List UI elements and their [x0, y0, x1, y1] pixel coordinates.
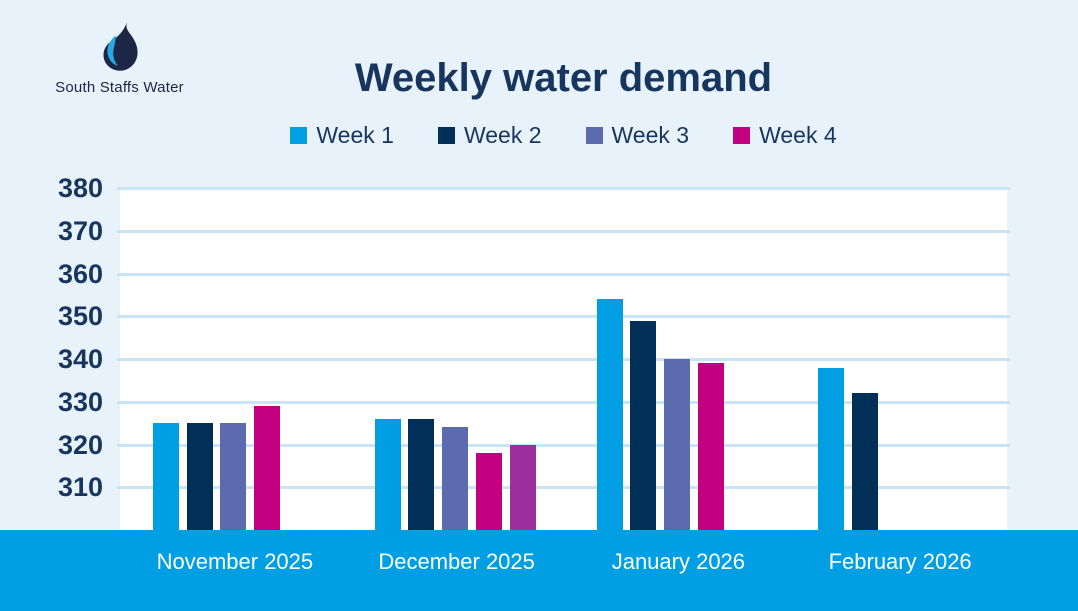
legend-item-week-2: Week 2	[437, 122, 542, 149]
gridline-320	[117, 443, 1010, 447]
x-category-label-january-2026: January 2026	[611, 549, 746, 574]
bar-week-2-january-2026	[630, 320, 657, 530]
legend-item-week-3: Week 3	[585, 122, 690, 149]
legend-label: Week 4	[759, 122, 837, 148]
bar-week-1-january-2026	[596, 299, 623, 530]
bar-week-1-november-2025	[153, 423, 179, 530]
gridline-380	[117, 187, 1010, 190]
bar-week-2-december-2025	[408, 418, 435, 530]
water-drop-icon	[103, 22, 138, 71]
legend-item-week-1: Week 1	[290, 122, 394, 149]
legend-swatch-icon	[437, 127, 455, 144]
bar-week-3-december-2025	[442, 427, 469, 530]
y-tick-label-350: 350	[57, 301, 103, 332]
y-tick-label-380: 380	[57, 173, 103, 203]
bar-week-1-december-2025	[374, 418, 401, 530]
legend-label: Week 1	[316, 122, 394, 148]
y-tick-label-310: 310	[57, 472, 103, 503]
legend-item-week-4: Week 4	[733, 122, 837, 149]
bar-week-4-november-2025	[254, 406, 281, 530]
x-axis-band: November 2025 December 2025 January 2026 Fe…	[0, 530, 1078, 611]
gridline-310	[117, 486, 1010, 490]
x-category-label-december-2025: December 2025	[378, 549, 535, 574]
legend-swatch-icon	[585, 127, 603, 144]
bar-week-4-january-2026	[697, 363, 724, 530]
x-category-label-november-2025: November 2025	[156, 549, 314, 574]
legend-label: Week 3	[611, 122, 690, 148]
y-tick-label-320: 320	[57, 429, 103, 460]
legend-swatch-icon	[290, 127, 308, 144]
gridline-360	[117, 272, 1010, 276]
bar-week-4-december-2025	[475, 453, 502, 530]
gridline-350	[117, 315, 1010, 319]
y-tick-label-340: 340	[57, 344, 103, 374]
chart-legend: Week 1 Week 2 Week 3 Week 4	[120, 122, 1007, 149]
bar-week-2-november-2025	[186, 423, 213, 530]
y-tick-label-360: 360	[57, 258, 103, 289]
legend-label: Week 2	[463, 122, 542, 148]
logo: South Staffs Water	[42, 22, 197, 96]
legend-swatch-icon	[733, 127, 751, 144]
bar-week-2-february-2026	[851, 393, 878, 530]
y-tick-label-370: 370	[57, 215, 103, 246]
logo-text: South Staffs Water	[55, 79, 184, 96]
x-category-label-february-2026: February 2026	[828, 549, 972, 574]
gridline-330	[117, 400, 1010, 404]
bar-week-5-december-2025	[509, 444, 536, 530]
bar-week-3-november-2025	[220, 423, 247, 530]
y-tick-label-330: 330	[57, 386, 103, 417]
bar-week-1-february-2026	[818, 367, 845, 530]
gridline-340	[117, 358, 1010, 361]
bar-week-3-january-2026	[663, 359, 690, 530]
plot-area	[117, 187, 1010, 530]
chart-title: Weekly water demand	[354, 56, 773, 100]
gridline-370	[117, 229, 1010, 233]
